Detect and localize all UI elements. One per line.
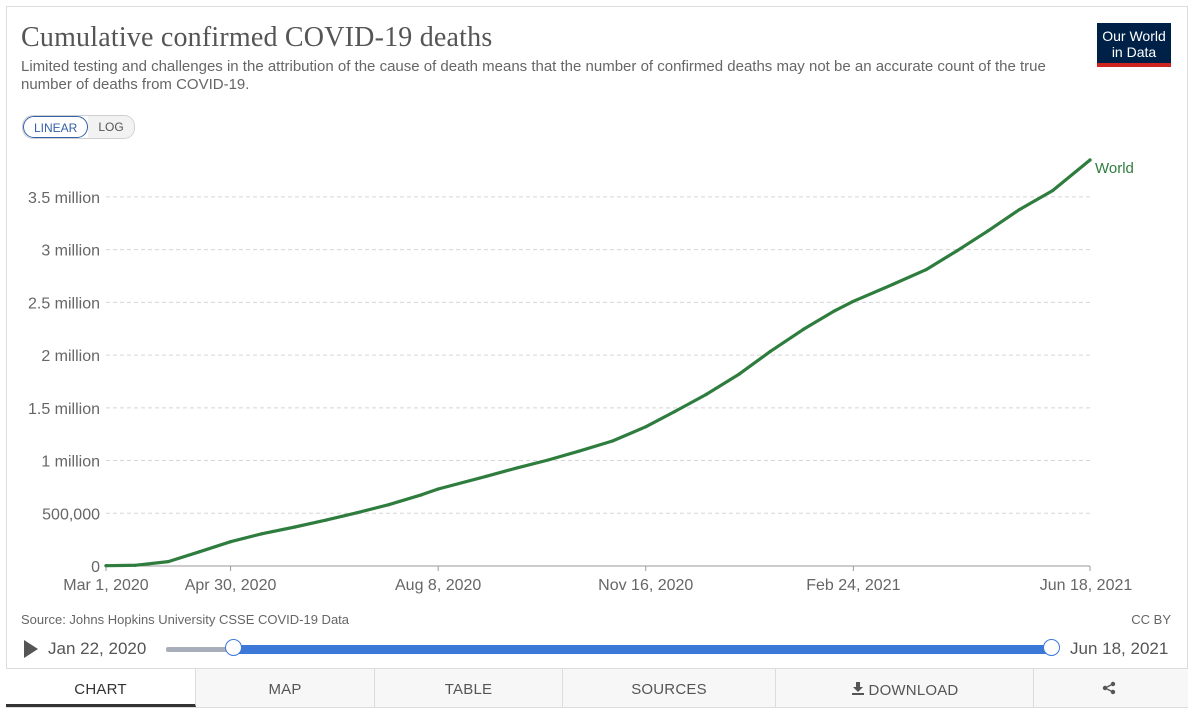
data-point — [104, 564, 108, 568]
data-point — [704, 393, 708, 397]
y-tick-label: 3.5 million — [28, 190, 100, 207]
data-point — [133, 563, 137, 567]
x-tick-label: Nov 16, 2020 — [598, 577, 693, 594]
data-point — [737, 372, 741, 376]
data-point — [986, 229, 990, 233]
timeline-start-label: Jan 22, 2020 — [48, 639, 147, 658]
data-point — [833, 309, 837, 313]
tab-chart[interactable]: CHART — [6, 669, 196, 707]
data-point — [260, 532, 264, 536]
data-point — [768, 349, 772, 353]
data-point — [293, 525, 297, 529]
linear-scale-button[interactable]: LINEAR — [23, 116, 89, 138]
x-tick-label: Jun 18, 2021 — [1040, 577, 1133, 594]
y-tick-label: 500,000 — [42, 506, 100, 523]
x-tick-label: Feb 24, 2021 — [806, 577, 900, 594]
tab-table[interactable]: TABLE — [375, 669, 563, 707]
download-icon — [851, 681, 865, 699]
scale-toggle: LINEAR LOG — [22, 115, 135, 139]
series-label[interactable]: World — [1095, 160, 1134, 177]
data-point — [851, 299, 855, 303]
timeline-track-selected[interactable] — [234, 645, 1052, 654]
tab-chart-label: CHART — [74, 681, 127, 698]
tab-share[interactable] — [1034, 669, 1188, 707]
license-link[interactable]: CC BY — [1131, 612, 1171, 627]
y-tick-label: 1 million — [41, 454, 100, 471]
logo-accent-bar — [1097, 63, 1171, 67]
tab-table-label: TABLE — [444, 681, 493, 698]
data-point — [324, 518, 328, 522]
data-point — [1051, 188, 1055, 193]
play-icon[interactable] — [24, 640, 38, 658]
logo-line-2: in Data — [1111, 44, 1157, 60]
y-tick-label: 1.5 million — [28, 401, 100, 418]
x-tick-label: Apr 30, 2020 — [185, 577, 277, 594]
data-point — [610, 439, 615, 443]
logo-line-1: Our World — [1102, 28, 1166, 44]
data-point — [515, 466, 519, 470]
data-point — [228, 540, 233, 544]
log-scale-button[interactable]: LOG — [88, 116, 134, 138]
timeline-slider: Jan 22, 2020 Jun 18, 2021 — [0, 636, 1200, 662]
data-point — [1017, 207, 1022, 212]
share-icon — [1102, 681, 1116, 699]
data-point — [644, 425, 648, 429]
tab-sources-label: SOURCES — [631, 681, 707, 698]
y-tick-label: 3 million — [41, 243, 100, 260]
y-tick-label: 2 million — [41, 348, 100, 365]
timeline-end-label: Jun 18, 2021 — [1070, 639, 1169, 658]
data-point — [436, 487, 440, 491]
data-point — [924, 268, 928, 272]
tab-bar: CHART MAP TABLE SOURCES DOWNLOAD — [6, 668, 1188, 707]
owid-logo[interactable]: Our World in Data — [1097, 23, 1171, 67]
chart-card — [6, 6, 1188, 708]
tab-download-label: DOWNLOAD — [868, 682, 959, 699]
data-point — [166, 559, 170, 564]
data-point — [1088, 158, 1092, 162]
line-chart: 0 500,000 1 million 1.5 million 2 million 2.5… — [28, 158, 1134, 594]
data-point — [673, 409, 677, 414]
x-axis-ticks: Mar 1, 2020 Apr 30, 2020 Aug 8, 2020 Nov 16… — [63, 566, 1132, 594]
chart-subtitle: Limited testing and challenges in the at… — [21, 58, 1046, 93]
y-tick-label: 0 — [91, 559, 100, 576]
chart-title: Cumulative confirmed COVID-19 deaths — [21, 22, 493, 53]
data-point — [197, 550, 202, 554]
grid-lines — [106, 196, 1090, 567]
x-tick-label: Mar 1, 2020 — [63, 577, 148, 594]
timeline-end-handle[interactable] — [1043, 639, 1060, 656]
x-tick-label: Aug 8, 2020 — [395, 577, 481, 594]
y-tick-label: 2.5 million — [28, 295, 100, 312]
timeline-start-handle[interactable] — [225, 639, 242, 656]
series-layer: World — [104, 158, 1134, 568]
tab-map[interactable]: MAP — [196, 669, 375, 707]
source-note[interactable]: Source: Johns Hopkins University CSSE CO… — [21, 612, 350, 627]
data-point — [955, 249, 959, 253]
data-point — [484, 474, 488, 478]
timeline-track-unselected[interactable] — [166, 647, 234, 652]
tab-sources[interactable]: SOURCES — [563, 669, 776, 707]
y-axis-ticks: 0 500,000 1 million 1.5 million 2 million 2.5… — [28, 190, 100, 576]
tab-download[interactable]: DOWNLOAD — [776, 669, 1034, 707]
series-line-world[interactable] — [104, 158, 1092, 568]
data-point — [891, 282, 895, 287]
data-point — [419, 493, 424, 497]
data-point — [386, 503, 390, 507]
tab-map-label: MAP — [268, 681, 302, 698]
data-point — [577, 449, 581, 453]
data-point — [546, 458, 550, 462]
data-point — [801, 327, 806, 331]
data-point — [355, 511, 359, 515]
